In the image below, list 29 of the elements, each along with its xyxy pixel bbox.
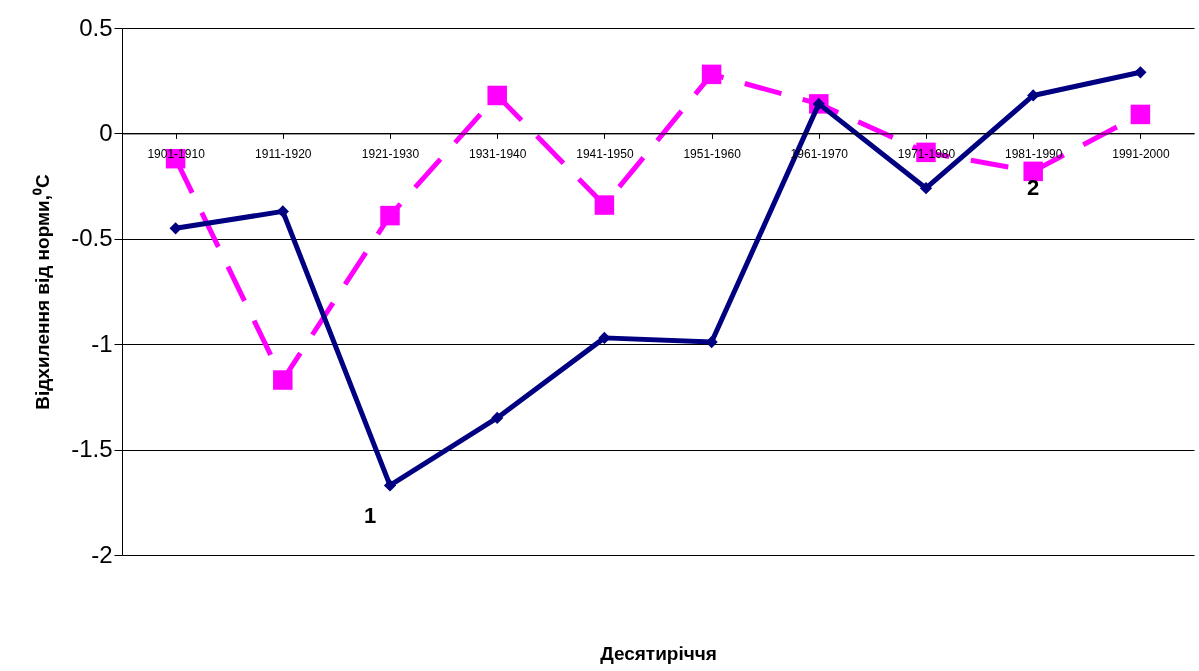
y-tick-label: -0.5 — [71, 224, 113, 252]
point — [380, 205, 400, 226]
point — [701, 64, 722, 85]
series-label: 1 — [363, 503, 377, 528]
point — [487, 85, 507, 106]
point — [1134, 66, 1147, 79]
y-tick-label: 0.5 — [79, 13, 113, 41]
x-tick-label: 1981-1990 — [1005, 146, 1063, 161]
x-tick-label: 1921-1930 — [361, 146, 420, 161]
y-tick-label: -1 — [91, 329, 113, 357]
y-tick-label: 0 — [99, 118, 113, 146]
point — [919, 182, 933, 195]
point — [383, 479, 397, 492]
point — [1023, 161, 1043, 182]
x-tick-label: 1991-2000 — [1112, 146, 1170, 161]
series-label: 2 — [1027, 175, 1040, 200]
x-tick-label: 1931-1940 — [469, 146, 527, 161]
x-tick-label: 1911-1920 — [255, 146, 312, 161]
point — [705, 335, 718, 349]
x-tick-label: 1941-1950 — [576, 146, 634, 161]
point — [594, 195, 615, 215]
y-tick-label: -2 — [91, 540, 113, 568]
x-tick-label: 1951-1960 — [683, 146, 742, 161]
point — [491, 411, 504, 425]
point — [273, 370, 293, 390]
y-axis-title: Відхилення від норми,⁰C — [32, 173, 54, 410]
y-tick-label: -1.5 — [71, 435, 113, 463]
x-axis-title: Десятиріччя — [600, 642, 717, 664]
point — [1130, 104, 1151, 125]
